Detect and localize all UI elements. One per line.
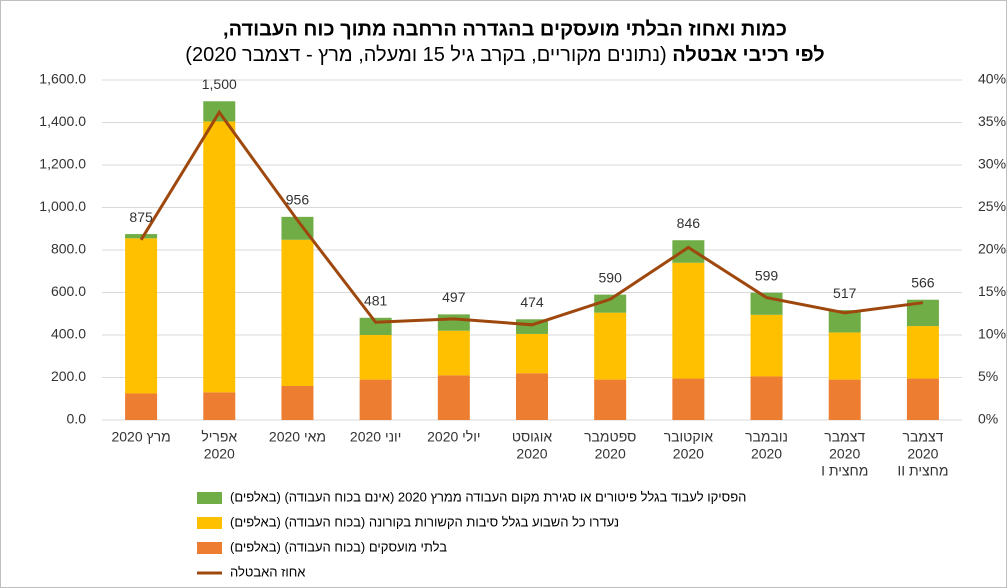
legend-label: הפסיקו לעבוד בגלל פיטורים או סגירת מקום …: [230, 489, 746, 504]
y2-tick-label: 20%: [978, 241, 1006, 257]
y2-tick-label: 10%: [978, 326, 1006, 342]
x-tick-label: דצמבר: [824, 429, 865, 445]
x-tick-label: נובמבר: [745, 429, 788, 445]
total-label: 956: [286, 192, 310, 208]
bar-segment: [828, 379, 861, 420]
legend-label: אחוז האבטלה: [230, 564, 305, 579]
bar-segment: [125, 234, 158, 239]
x-tick-label: יוני 2020: [350, 429, 401, 445]
x-tick-label: 2020: [673, 446, 704, 462]
x-tick-label: אוגוסט: [512, 429, 553, 445]
x-tick-label: דצמבר: [902, 429, 943, 445]
chart-subtitle: לפי רכיבי אבטלה (נתונים מקוריים, בקרב גי…: [185, 44, 824, 66]
y-tick-label: 200.0: [51, 368, 86, 384]
total-label: 474: [520, 294, 544, 310]
line: [139, 109, 924, 327]
x-tick-label: אפריל: [201, 429, 237, 445]
bar-segment: [672, 262, 705, 379]
x-tick-label: מחצית I: [821, 463, 868, 479]
total-label: 599: [755, 267, 779, 283]
total-label: 1,500: [202, 76, 237, 92]
total-label: 566: [911, 274, 935, 290]
y-tick-label: 0.0: [67, 411, 87, 427]
total-label: 875: [129, 209, 153, 225]
x-tick-label: יולי 2020: [427, 429, 480, 445]
x-tick-label: 2020: [516, 446, 547, 462]
y-tick-label: 800.0: [51, 241, 86, 257]
bar-segment: [125, 238, 158, 394]
y-tick-label: 1,600.0: [39, 71, 86, 87]
bar-segment: [516, 333, 548, 374]
bar-segment: [203, 121, 236, 393]
bar-segment: [516, 373, 548, 420]
y-tick-label: 600.0: [51, 283, 86, 299]
bar-segment: [906, 326, 939, 379]
total-label: 481: [364, 292, 388, 308]
x-tick-label: אוקטובר: [664, 429, 714, 445]
y-tick-label: 1,000.0: [39, 198, 86, 214]
y2-tick-label: 0%: [978, 411, 998, 427]
x-tick-label: ספטמבר: [584, 429, 636, 445]
total-label: 497: [442, 289, 466, 305]
bar-segment: [437, 375, 470, 420]
y2-tick-label: 5%: [978, 368, 998, 384]
subtitle-text: (נתונים מקוריים, בקרב גיל 15 ומעלה, מרץ …: [185, 44, 666, 66]
y2-tick-label: 15%: [978, 283, 1006, 299]
bar-segment: [281, 239, 314, 386]
bar-segment: [203, 392, 236, 420]
legend-swatch: [197, 517, 222, 529]
x-tick-label: מרץ 2020: [111, 429, 170, 445]
y-tick-label: 1,400.0: [39, 113, 86, 129]
bar-segment: [359, 379, 392, 420]
x-tick-label: 2020: [829, 446, 860, 462]
bar-segment: [281, 386, 314, 420]
x-tick-label: 2020: [751, 446, 782, 462]
legend-swatch: [197, 542, 222, 554]
y2-tick-label: 35%: [978, 113, 1006, 129]
bar-segment: [828, 332, 861, 380]
x-tick-label: 2020: [907, 446, 938, 462]
x-tick-label: 2020: [595, 446, 626, 462]
bar-segment: [437, 314, 470, 331]
bar-segment: [594, 294, 627, 313]
bar-segment: [594, 379, 627, 420]
chart-title: כמות ואחוז הבלתי מועסקים בהגדרה הרחבה מת…: [223, 18, 787, 40]
x-tick-label: מאי 2020: [269, 429, 326, 445]
y-tick-label: 400.0: [51, 326, 86, 342]
bar-segment: [906, 378, 939, 420]
y2-tick-label: 40%: [978, 71, 1006, 87]
bar-segment: [828, 310, 861, 333]
bar-segment: [750, 376, 783, 420]
bar-segment: [359, 335, 392, 380]
bar-segment: [672, 378, 705, 420]
subtitle-bold: לפי רכיבי אבטלה: [672, 44, 824, 66]
bar-segment: [125, 393, 158, 420]
y2-tick-label: 30%: [978, 156, 1006, 172]
bar-segment: [437, 330, 470, 376]
bar-segment: [594, 312, 627, 380]
y-tick-label: 1,200.0: [39, 156, 86, 172]
total-label: 517: [833, 285, 857, 301]
legend-label: בלתי מועסקים (בכוח העבודה) (באלפים): [230, 539, 447, 554]
total-label: 846: [677, 215, 701, 231]
legend-swatch: [197, 492, 222, 504]
bar-segment: [750, 314, 783, 377]
x-tick-label: מחצית II: [897, 463, 948, 479]
legend-label: נעדרו כל השבוע בגלל סיבות הקשורות בקורונ…: [230, 514, 619, 529]
bar-segment: [672, 240, 705, 263]
bar-segment: [281, 216, 314, 240]
y2-tick-label: 25%: [978, 198, 1006, 214]
x-tick-label: 2020: [204, 446, 235, 462]
total-label: 590: [599, 269, 623, 285]
